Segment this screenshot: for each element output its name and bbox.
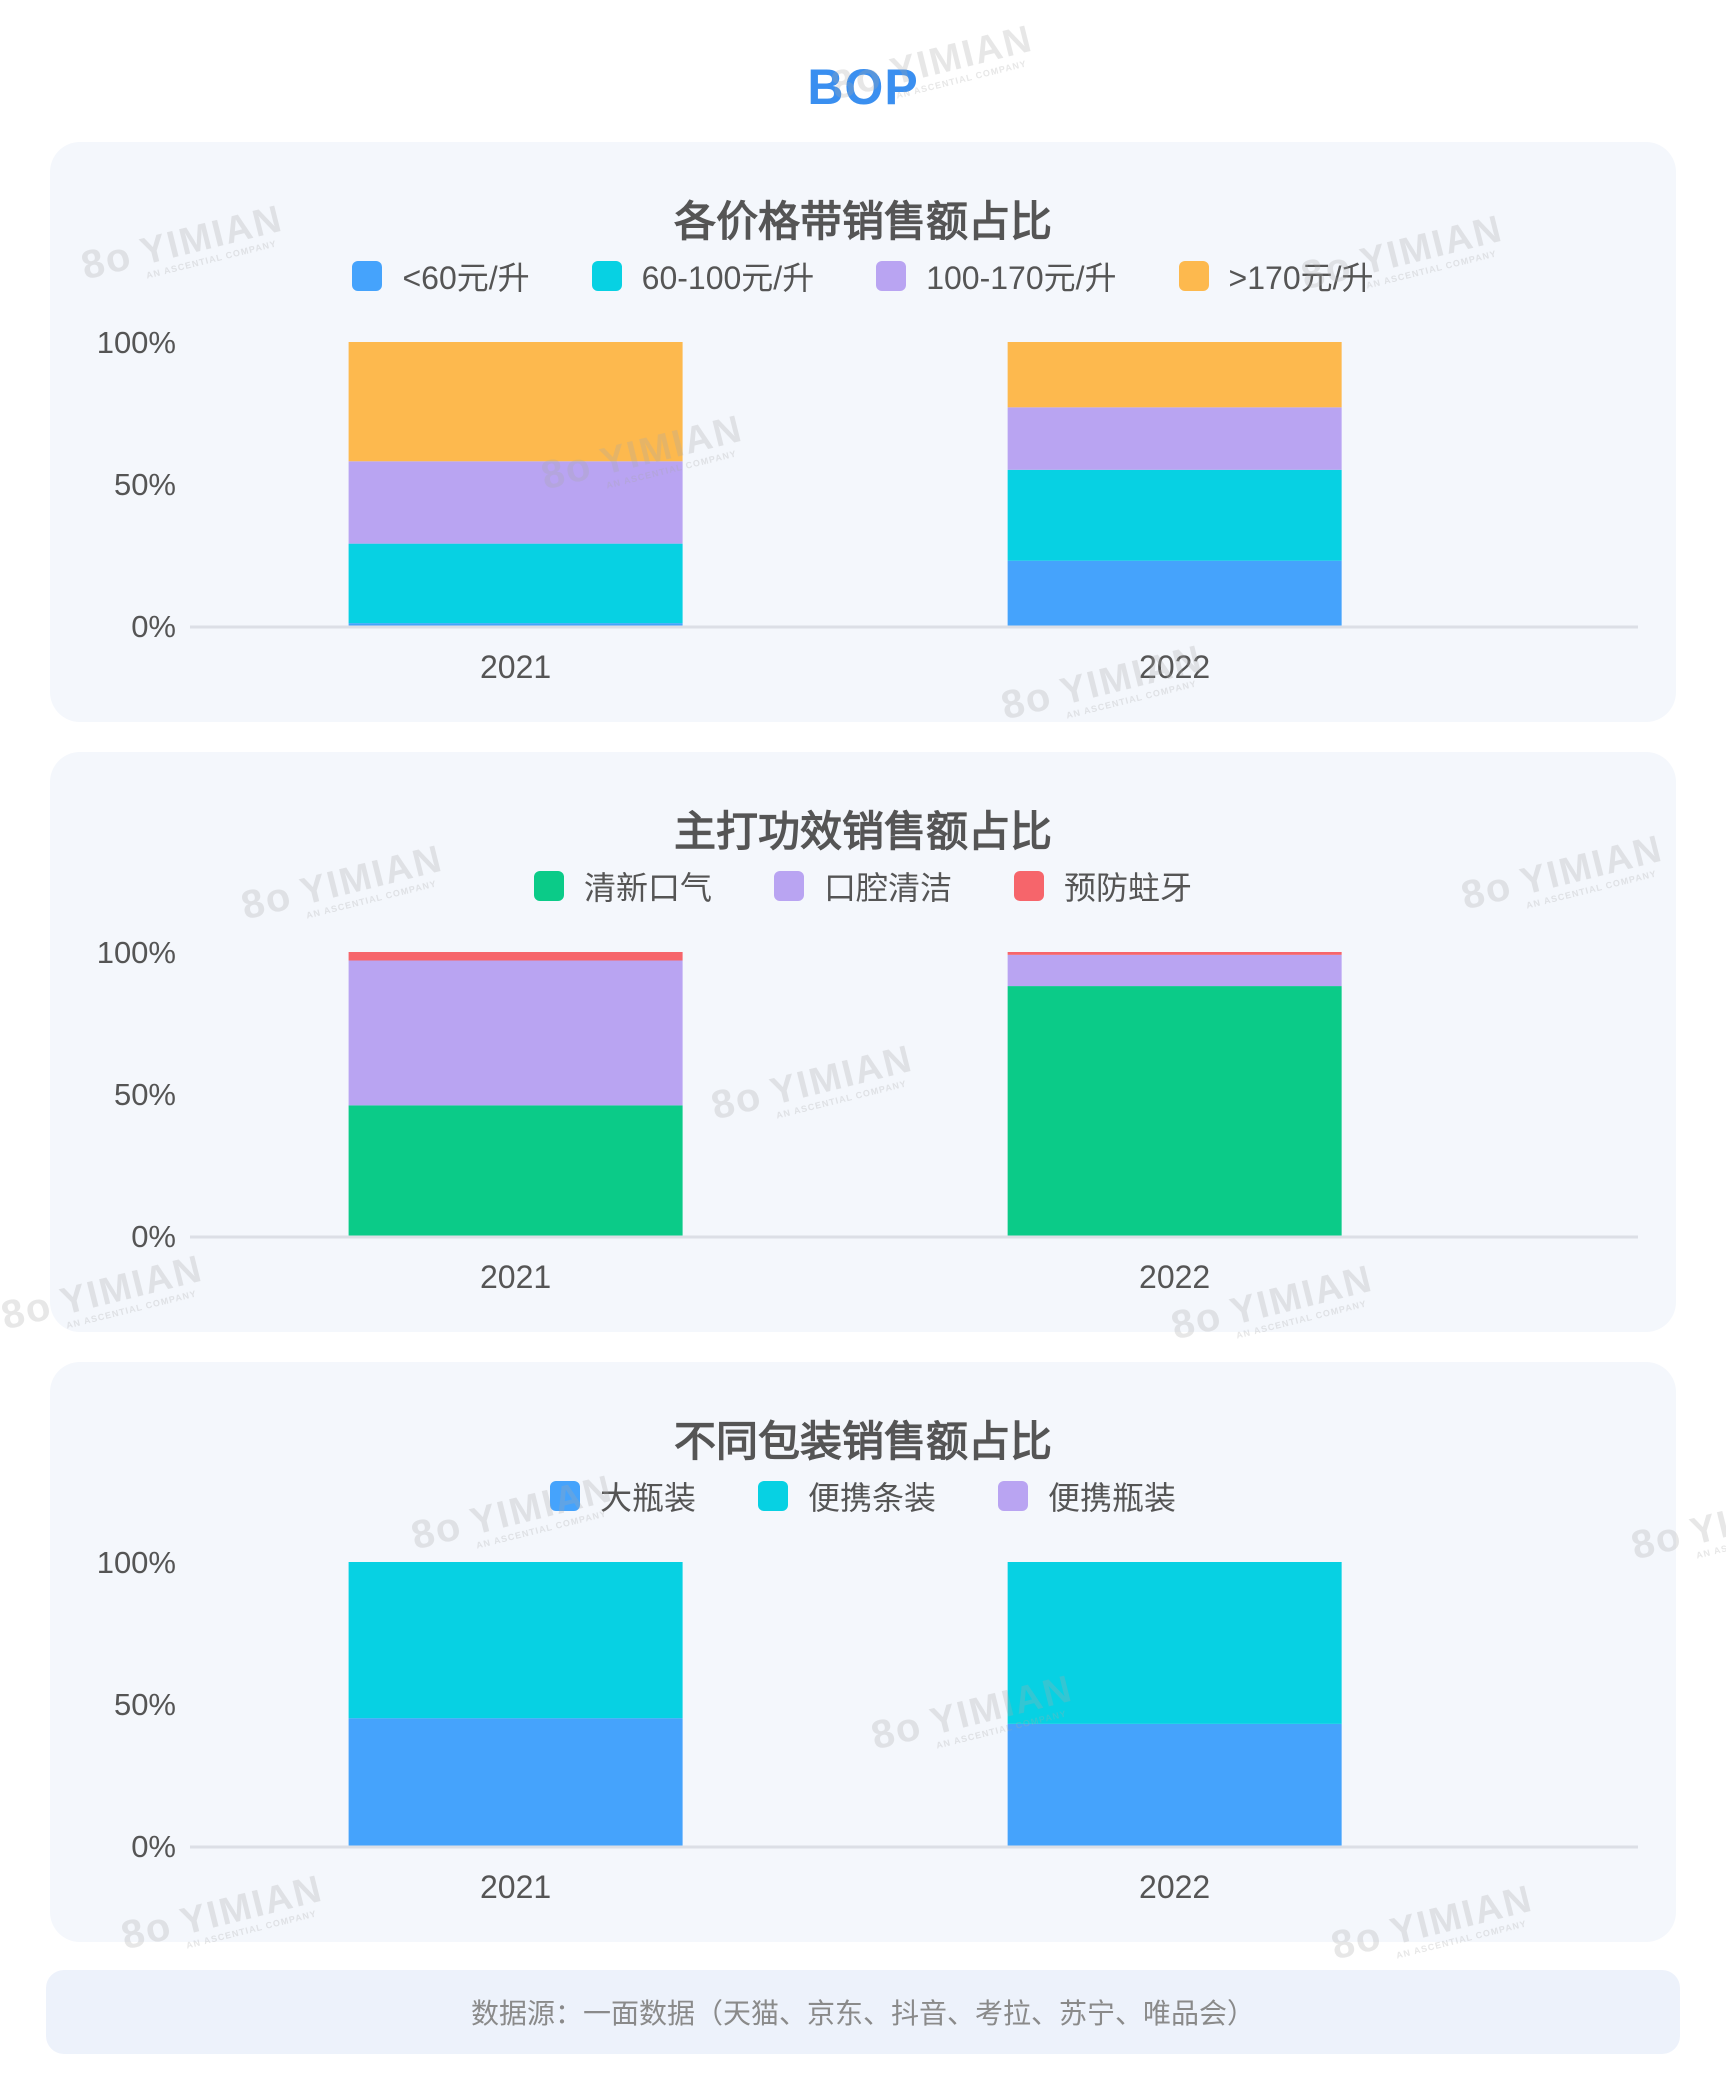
legend-item[interactable]: >170元/升 xyxy=(1178,253,1374,299)
bar-segment[interactable] xyxy=(1007,407,1342,470)
watermark-subtext: AN ASCENTIAL COMPANY xyxy=(1695,1518,1726,1561)
legend-label: 便携条装 xyxy=(807,1480,936,1516)
y-tick-label: 0% xyxy=(131,1829,176,1864)
y-tick-label: 0% xyxy=(131,1219,176,1254)
legend-item[interactable]: 100-170元/升 xyxy=(876,253,1117,299)
bar-segment[interactable] xyxy=(348,1105,683,1236)
bar-segment[interactable] xyxy=(348,623,683,626)
bar-segment[interactable] xyxy=(1007,952,1342,955)
legend-swatch xyxy=(773,871,804,901)
page-title: BOP xyxy=(807,59,919,115)
bar-segment[interactable] xyxy=(348,461,683,544)
legend-swatch xyxy=(352,261,383,291)
bar-segment[interactable] xyxy=(1007,986,1342,1236)
legend-label: <60元/升 xyxy=(402,260,530,296)
legend-item[interactable]: <60元/升 xyxy=(352,253,530,299)
legend-item[interactable]: 便携瓶装 xyxy=(998,1473,1176,1519)
legend-label: 100-170元/升 xyxy=(926,260,1117,296)
chart-legend: 大瓶装 便携条装 便携瓶装 xyxy=(50,1474,1676,1518)
legend-item[interactable]: 便携条装 xyxy=(757,1473,936,1519)
x-tick-label: 2021 xyxy=(480,1869,551,1905)
chart-title: 各价格带销售额占比 xyxy=(673,198,1052,245)
legend-swatch xyxy=(591,261,622,291)
bar-segment[interactable] xyxy=(1007,1562,1342,1724)
bar-segment[interactable] xyxy=(348,1562,683,1719)
legend-label: 便携瓶装 xyxy=(1048,1480,1177,1516)
legend-swatch xyxy=(549,1481,580,1511)
watermark-text: YIMIAN xyxy=(1686,1477,1726,1554)
x-tick-label: 2022 xyxy=(1139,649,1210,685)
legend-item[interactable]: 口腔清洁 xyxy=(773,863,952,909)
legend-label: 预防蛀牙 xyxy=(1064,870,1193,906)
bar-segment[interactable] xyxy=(348,1718,683,1846)
bar-segment[interactable] xyxy=(348,952,683,961)
bar-segment[interactable] xyxy=(1007,342,1342,408)
y-tick-label: 0% xyxy=(131,609,176,644)
bar-segment[interactable] xyxy=(1007,469,1342,561)
bar-segment[interactable] xyxy=(348,342,683,462)
legend-item[interactable]: 清新口气 xyxy=(533,863,712,909)
y-tick-label: 100% xyxy=(97,1545,176,1580)
bar-segment[interactable] xyxy=(348,543,683,624)
legend-label: >170元/升 xyxy=(1228,260,1374,296)
stacked-bar-chart: 0% 50% 100% 2021 2022 xyxy=(97,935,1638,1295)
legend-label: 60-100元/升 xyxy=(641,260,815,296)
legend-label: 清新口气 xyxy=(583,870,712,906)
legend-swatch xyxy=(998,1481,1028,1511)
legend-swatch xyxy=(1014,871,1044,901)
y-tick-label: 50% xyxy=(114,467,176,502)
x-tick-label: 2022 xyxy=(1139,1869,1210,1905)
y-tick-label: 100% xyxy=(97,935,176,970)
chart-legend: <60元/升 60-100元/升 100-170元/升 >170元/升 xyxy=(50,254,1676,298)
y-tick-label: 50% xyxy=(114,1077,176,1112)
legend-label: 大瓶装 xyxy=(599,1480,696,1516)
bar-segment[interactable] xyxy=(1007,954,1342,987)
efficacy-chart-card: 主打功效销售额占比 清新口气 口腔清洁 预防蛀牙 0% 50% 100% 2021 2022 xyxy=(50,752,1676,1332)
chart-title: 不同包装销售额占比 xyxy=(673,1418,1052,1465)
stacked-bar-chart: 0% 50% 100% 2021 2022 xyxy=(97,325,1638,685)
bar-segment[interactable] xyxy=(348,960,683,1106)
legend-label: 口腔清洁 xyxy=(823,870,952,906)
price-band-chart-card: 各价格带销售额占比 <60元/升 60-100元/升 100-170元/升 >170元… xyxy=(50,142,1676,722)
bar-segment[interactable] xyxy=(1007,1723,1342,1846)
legend-swatch xyxy=(876,261,907,291)
yimian-logo-icon: 8o xyxy=(0,1283,57,1339)
bar-segment[interactable] xyxy=(1007,560,1342,626)
legend-swatch xyxy=(533,871,564,901)
legend-item[interactable]: 60-100元/升 xyxy=(591,253,815,299)
legend-item[interactable]: 预防蛀牙 xyxy=(1014,863,1192,909)
legend-swatch xyxy=(757,1481,788,1511)
x-tick-label: 2021 xyxy=(480,649,551,685)
y-tick-label: 50% xyxy=(114,1687,176,1722)
x-tick-label: 2021 xyxy=(480,1259,551,1295)
chart-legend: 清新口气 口腔清洁 预防蛀牙 xyxy=(50,864,1676,908)
data-source-footer: 数据源：一面数据（天猫、京东、抖音、考拉、苏宁、唯品会） xyxy=(46,1970,1680,2054)
legend-item[interactable]: 大瓶装 xyxy=(549,1473,696,1519)
stacked-bar-chart: 0% 50% 100% 2021 2022 xyxy=(97,1545,1638,1905)
legend-swatch xyxy=(1178,261,1209,291)
chart-title: 主打功效销售额占比 xyxy=(673,808,1052,855)
packaging-chart-card: 不同包装销售额占比 大瓶装 便携条装 便携瓶装 0% 50% 100% 2021 2022 xyxy=(50,1362,1676,1942)
y-tick-label: 100% xyxy=(97,325,176,360)
data-source-text: 数据源：一面数据（天猫、京东、抖音、考拉、苏宁、唯品会） xyxy=(470,1998,1255,2029)
x-tick-label: 2022 xyxy=(1139,1259,1210,1295)
